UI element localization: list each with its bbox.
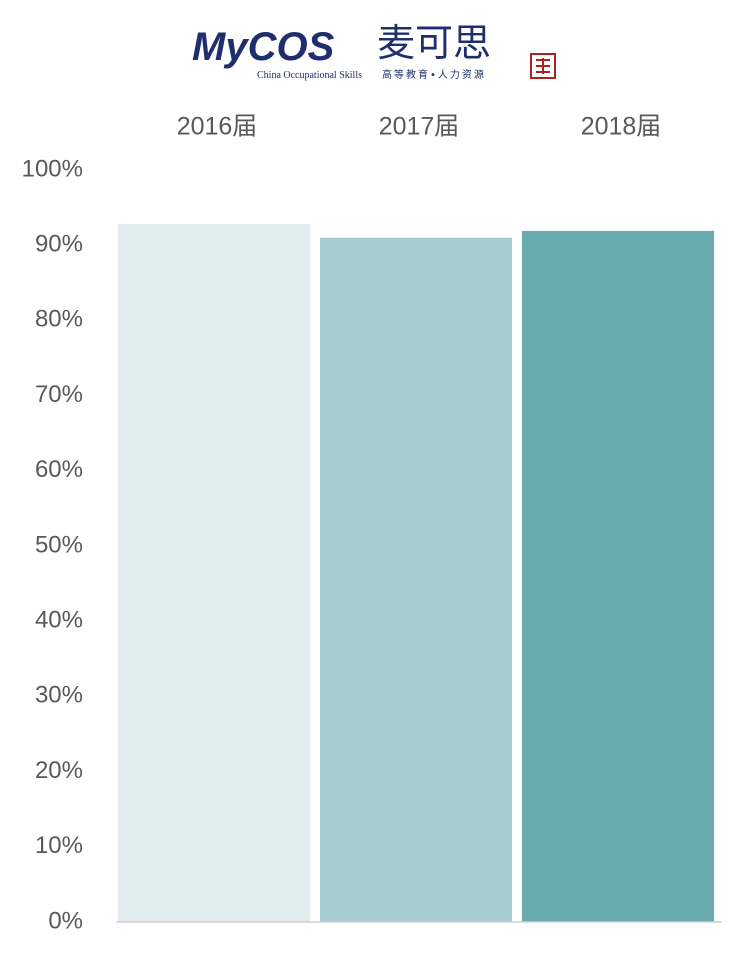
x-tick-label: 2018届 <box>581 113 662 141</box>
logo-seal <box>530 53 556 79</box>
y-tick-label: 10% <box>35 832 83 859</box>
y-tick-label: 20% <box>35 757 83 784</box>
y-tick-label: 40% <box>35 607 83 634</box>
bar <box>320 237 512 922</box>
bar <box>118 224 310 923</box>
logo-seal-mark <box>536 58 550 74</box>
y-tick-label: 100% <box>22 155 83 182</box>
y-tick-label: 0% <box>48 907 83 934</box>
bar <box>522 230 714 923</box>
y-tick-label: 80% <box>35 306 83 333</box>
y-tick-label: 60% <box>35 456 83 483</box>
y-tick-label: 30% <box>35 682 83 709</box>
x-tick-label: 2016届 <box>177 113 258 141</box>
y-tick-label: 50% <box>35 531 83 558</box>
y-tick-label: 70% <box>35 381 83 408</box>
logo-chinese: 麦可思 <box>377 21 491 65</box>
y-tick-label: 90% <box>35 231 83 258</box>
logo-brand: MyCOS <box>192 25 335 69</box>
logo-tagline: China Occupational Skills <box>257 70 362 81</box>
logo: MyCOS 麦可思 China Occupational Skills 高等教育… <box>192 21 556 81</box>
x-tick-label: 2017届 <box>379 113 460 141</box>
logo-tagline-cn: 高等教育•人力资源 <box>382 68 486 81</box>
